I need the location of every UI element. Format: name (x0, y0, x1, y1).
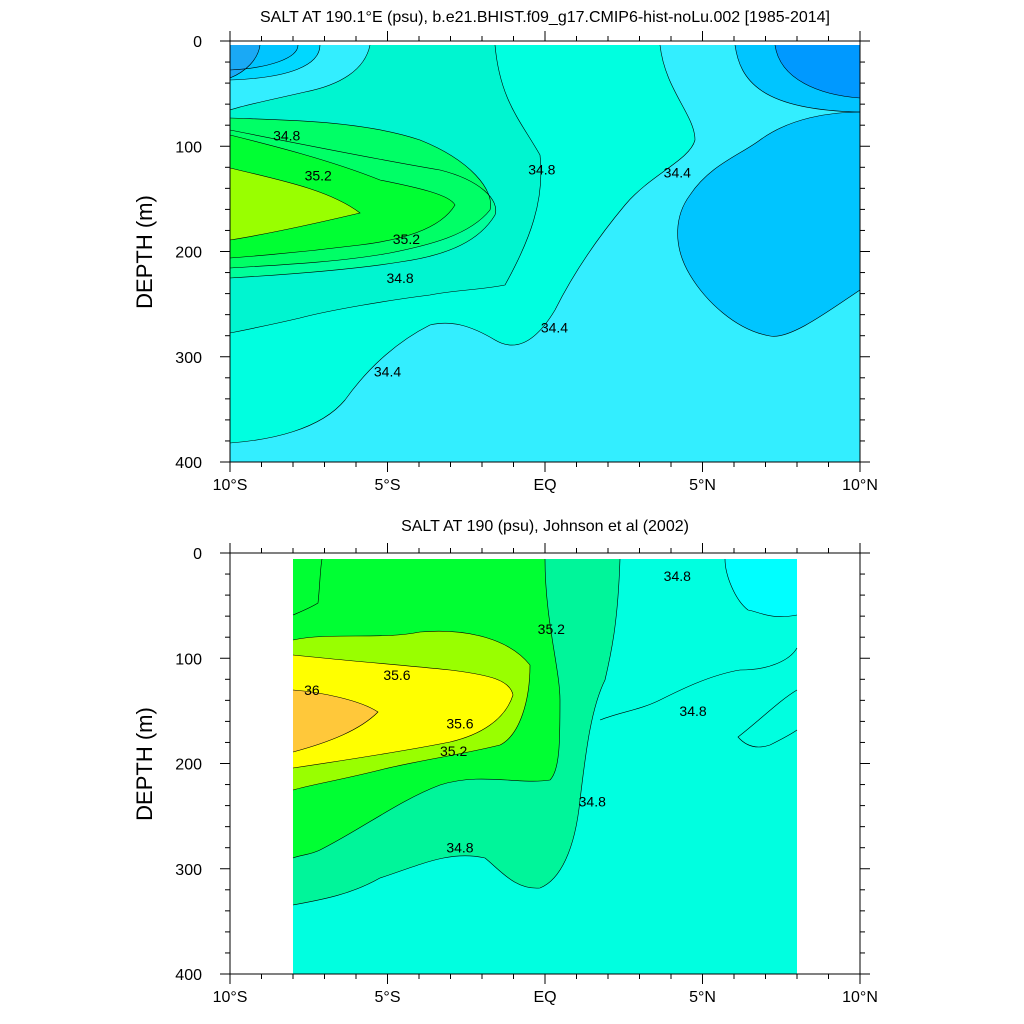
surface-gap (230, 41, 860, 45)
x-tick-label: EQ (533, 989, 556, 1006)
contour-line (230, 44, 299, 71)
panel-1-contours (230, 44, 860, 444)
panel-2-contour-labels: 34.8 35.2 35.6 36 35.6 35.2 34.8 34.8 34.8 (304, 568, 707, 856)
contour-line (230, 44, 371, 111)
contour-label: 34.8 (579, 793, 606, 809)
panel-1-contour-labels: 34.8 35.2 35.2 34.8 34.8 34.4 34.4 34.4 (273, 128, 691, 380)
contour-label: 34.8 (528, 161, 555, 177)
y-tick-label: 200 (175, 757, 202, 774)
contour-line (292, 558, 621, 906)
contour-line (292, 654, 514, 769)
y-tick-label: 200 (175, 245, 202, 262)
fill-35.6-core (230, 168, 360, 240)
fill-upper-right-fresh (725, 559, 797, 617)
x-tick-label: 5°S (375, 477, 401, 494)
contour-line (230, 44, 321, 81)
panel-model: SALT AT 190.1°E (psu), b.e21.BHIST.f09_g… (132, 9, 878, 494)
panel-observations: SALT AT 190 (psu), Johnson et al (2002) … (132, 518, 878, 1006)
contour-line (230, 117, 491, 269)
contour-label: 34.8 (386, 270, 413, 286)
contour-line (230, 167, 361, 241)
fill-36.0-core (293, 690, 378, 752)
contour-label: 34.4 (664, 165, 691, 181)
contour-label: 35.2 (305, 168, 332, 184)
x-tick-label: 5°N (689, 989, 716, 1006)
y-tick-label: 400 (175, 455, 202, 472)
y-tick-label: 100 (175, 651, 202, 668)
y-tick-label: 400 (175, 967, 202, 984)
panel-1-fill (230, 41, 860, 462)
contour-line (724, 558, 798, 617)
x-tick-label: 5°S (375, 989, 401, 1006)
y-tick-label: 300 (175, 350, 202, 367)
contour-line (230, 134, 456, 259)
contour-line (292, 558, 323, 616)
contour-line (230, 129, 497, 279)
panel-1-axes: 10°S 5°S EQ 5°N 10°N 0 100 200 300 400 (175, 31, 878, 494)
contour-line (599, 647, 798, 721)
x-tick-label: 10°S (213, 989, 248, 1006)
y-tick-label: 0 (193, 34, 202, 51)
fill-33.6-band-right (775, 45, 860, 98)
fill-34.8-deep (485, 648, 797, 908)
contour-label: 34.4 (541, 319, 568, 335)
contour-line (292, 689, 379, 753)
contour-label: 36 (304, 682, 320, 698)
x-tick-label: 5°N (689, 477, 716, 494)
contour-label: 35.2 (393, 231, 420, 247)
contour-line (230, 44, 542, 334)
contour-label: 35.6 (383, 667, 410, 683)
contour-label: 34.4 (374, 363, 401, 379)
panel-1-ylabel: DEPTH (m) (132, 195, 157, 309)
panel-2-fill (293, 559, 797, 974)
contour-label: 35.6 (446, 716, 473, 732)
contour-line (677, 111, 860, 337)
contour-label: 34.8 (446, 840, 473, 856)
panel-2-ylabel: DEPTH (m) (132, 707, 157, 821)
contour-label: 35.2 (538, 621, 565, 637)
contour-line (230, 44, 696, 444)
contour-label: 35.2 (440, 743, 467, 759)
y-tick-label: 0 (193, 546, 202, 563)
y-tick-label: 100 (175, 139, 202, 156)
contour-label: 34.8 (664, 568, 691, 584)
contour-label: 34.8 (273, 128, 300, 144)
panel-2-title: SALT AT 190 (psu), Johnson et al (2002) (401, 518, 689, 535)
panel-2-contours (292, 558, 798, 906)
panel-2-axes: 10°S 5°S EQ 5°N 10°N 0 100 200 300 400 (175, 543, 878, 1006)
contour-line (734, 44, 860, 113)
contour-line (737, 689, 798, 748)
x-tick-label: 10°N (842, 477, 878, 494)
contour-line (230, 44, 261, 79)
x-tick-label: 10°S (213, 477, 248, 494)
contour-label: 34.8 (679, 703, 706, 719)
panel-1-title: SALT AT 190.1°E (psu), b.e21.BHIST.f09_g… (260, 9, 830, 26)
y-tick-label: 300 (175, 862, 202, 879)
contour-line (774, 44, 860, 99)
contour-line (292, 558, 561, 859)
fill-34.0-lobe (677, 112, 860, 337)
contour-line (292, 631, 531, 791)
x-tick-label: 10°N (842, 989, 878, 1006)
x-tick-label: EQ (533, 477, 556, 494)
